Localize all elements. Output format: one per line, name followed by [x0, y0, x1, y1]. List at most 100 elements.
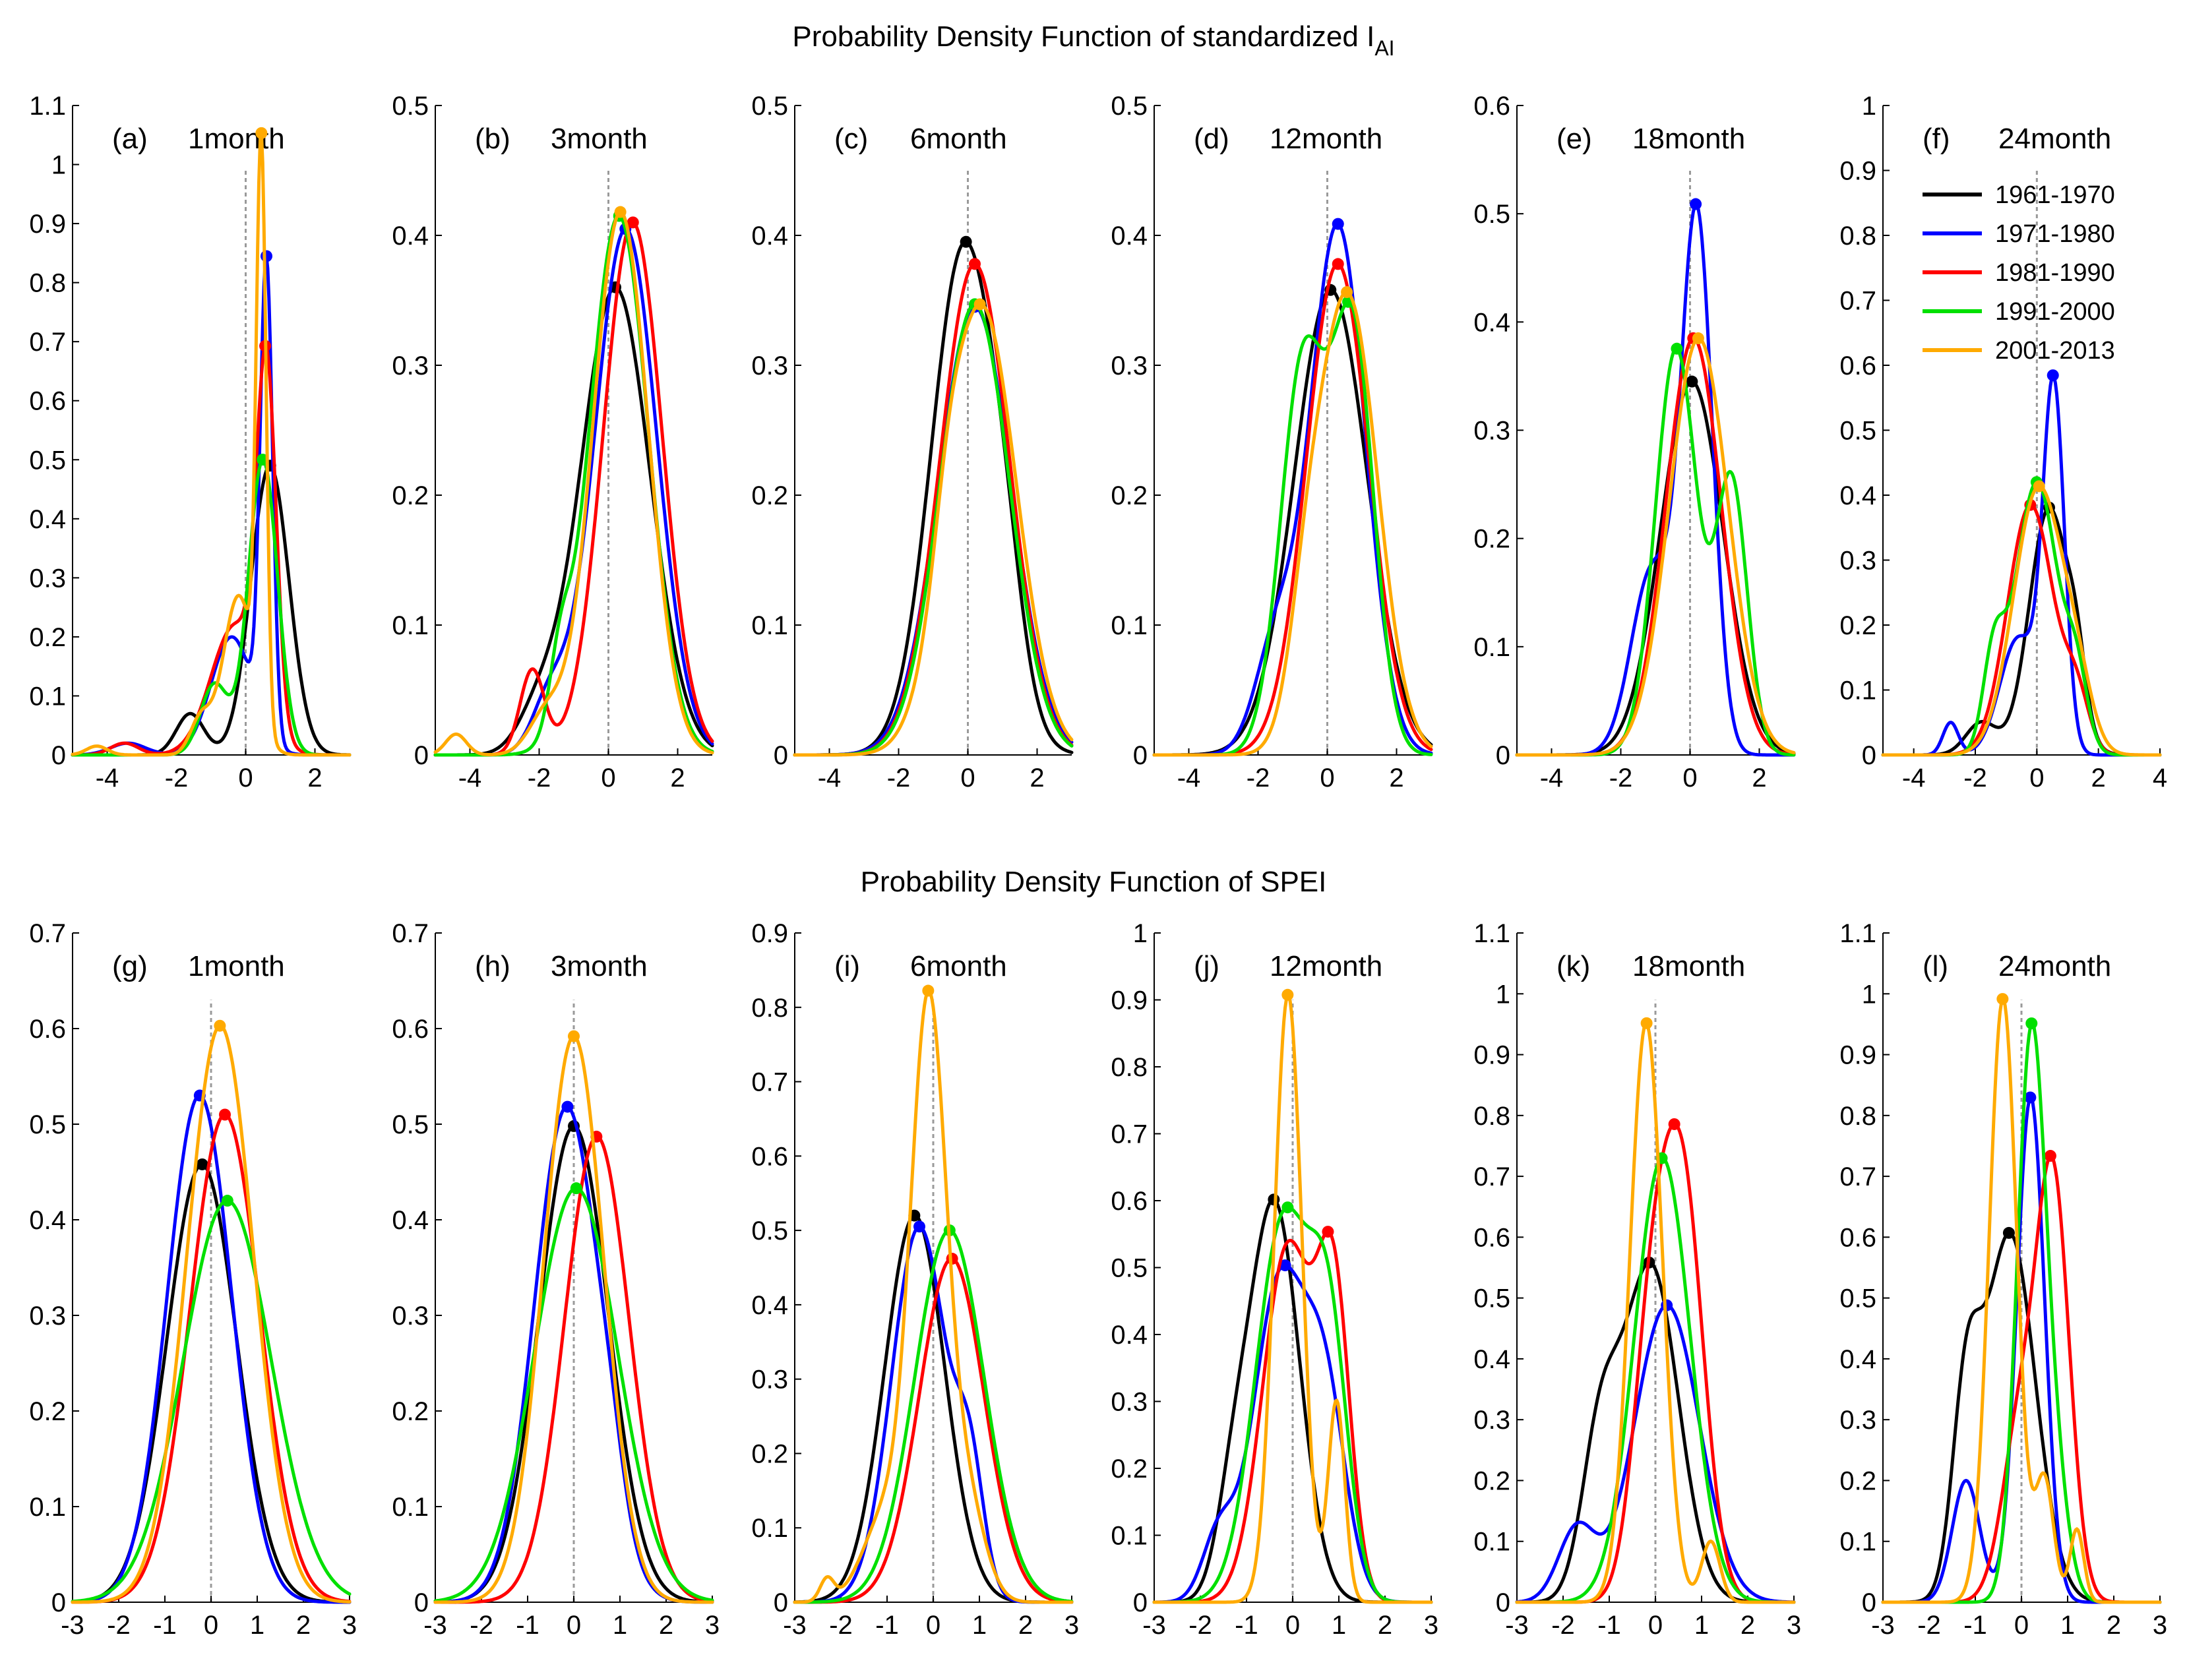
peak-marker-2001-2013: [1281, 988, 1294, 1001]
legend-label: 1961-1970: [1995, 181, 2115, 209]
y-tick-label: 0.4: [392, 222, 429, 251]
y-tick-label: 0.4: [1839, 1345, 1876, 1374]
y-tick-label: 0.1: [392, 611, 429, 640]
y-tick-label: 0.3: [1111, 351, 1148, 380]
peak-marker-1971-1980: [1690, 198, 1702, 210]
y-tick-label: 0.5: [29, 1110, 66, 1139]
y-tick-label: 0.1: [1839, 1528, 1876, 1557]
legend-label: 1991-2000: [1995, 298, 2115, 326]
suptitle-bottom: Probability Density Function of SPEI: [861, 866, 1327, 898]
y-tick-label: 0.7: [1839, 1162, 1876, 1191]
y-tick-label: 0.5: [751, 1216, 788, 1245]
legend-label: 1981-1990: [1995, 259, 2115, 287]
x-tick-label: 2: [1018, 1611, 1033, 1640]
x-tick-label: 0: [1682, 764, 1697, 793]
y-tick-label: 0.1: [1473, 1528, 1510, 1557]
y-tick-label: 0.4: [29, 505, 66, 534]
peak-marker-2001-2013: [568, 1030, 580, 1042]
y-tick-label: 0.7: [1111, 1120, 1148, 1149]
legend-label: 2001-2013: [1995, 337, 2115, 365]
suptitle-top-subscript: AI: [1374, 36, 1394, 60]
peak-marker-1971-1980: [2024, 1091, 2037, 1104]
x-tick-label: -4: [458, 764, 482, 793]
panel-label: (d): [1194, 123, 1229, 155]
y-tick-label: 1: [51, 151, 66, 180]
y-tick-label: 0.6: [1839, 1223, 1876, 1252]
peak-marker-1971-1980: [1332, 218, 1344, 230]
y-tick-label: 0.6: [1473, 1223, 1510, 1252]
curve-2001-2013: [1152, 993, 1433, 1604]
curve-1991-2000: [793, 302, 1074, 757]
panel-title: 3month: [551, 123, 648, 155]
curve-1971-1980: [1515, 1304, 1796, 1604]
curve-2001-2013: [1515, 336, 1796, 757]
x-tick-label: 1: [250, 1611, 264, 1640]
x-tick-label: -2: [829, 1611, 853, 1640]
panels-container: 0 0.1 0.2 0.3 0.4 0.5 0.6 0.7 0.8 0.9 1 1.1 -4 -2 0 2 (a…: [29, 92, 2167, 1640]
panel-label: (f): [1923, 123, 1950, 155]
y-tick-label: 0.1: [1111, 611, 1148, 640]
y-tick-label: 0.3: [392, 1302, 429, 1331]
y-tick-label: 0.4: [1473, 308, 1510, 337]
y-tick-label: 0.7: [1473, 1162, 1510, 1191]
y-tick-label: 0.4: [751, 1291, 788, 1320]
y-tick-label: 0: [1862, 1588, 1876, 1617]
peak-marker-2001-2013: [214, 1019, 226, 1032]
peak-marker-1981-1990: [1322, 1226, 1334, 1238]
y-tick-label: 0: [1133, 1588, 1148, 1617]
panel-title: 3month: [551, 950, 648, 982]
curve-1981-1990: [793, 262, 1074, 757]
x-tick-label: -3: [1142, 1611, 1166, 1640]
y-tick-label: 0.5: [1839, 1284, 1876, 1313]
y-tick-label: 0.1: [1111, 1522, 1148, 1551]
x-tick-label: 1: [972, 1611, 987, 1640]
x-tick-label: -1: [516, 1611, 539, 1640]
curve-1981-1990: [1515, 1122, 1796, 1604]
peak-marker-2001-2013: [922, 984, 935, 997]
y-tick-label: 0.6: [1111, 1187, 1148, 1216]
peak-marker-1961-1970: [196, 1158, 208, 1170]
x-tick-label: -2: [1188, 1611, 1212, 1640]
x-tick-label: 4: [2153, 764, 2167, 793]
peak-marker-1991-2000: [2025, 1017, 2038, 1030]
x-tick-label: -1: [875, 1611, 899, 1640]
y-tick-label: 0.2: [392, 481, 429, 510]
panel-e: 0 0.1 0.2 0.3 0.4 0.5 0.6 -4 -2 0 2 (e) 18month: [1473, 92, 1796, 793]
y-tick-label: 0.3: [29, 564, 66, 593]
y-tick-label: 1.1: [29, 92, 66, 121]
x-tick-label: 3: [1787, 1611, 1801, 1640]
curve-2001-2013: [71, 1024, 352, 1604]
peak-marker-1991-2000: [1281, 1201, 1294, 1214]
panel-k: 0 0.1 0.2 0.3 0.4 0.5 0.6 0.7 0.8 0.9 1 1.1 -3 -2 -1 0 1…: [1473, 919, 1801, 1640]
suptitle-top: Probability Density Function of standard…: [792, 20, 1394, 60]
x-tick-label: -2: [1551, 1611, 1575, 1640]
x-tick-label: 2: [1030, 764, 1044, 793]
peak-marker-2001-2013: [1640, 1017, 1653, 1029]
x-tick-label: -2: [1609, 764, 1633, 793]
curve-2001-2013: [1881, 997, 2162, 1604]
y-tick-label: 0.5: [392, 92, 429, 121]
panel-i: 0 0.1 0.2 0.3 0.4 0.5 0.6 0.7 0.8 0.9 -3 -2 -1 0 1 2 3 (i…: [751, 919, 1079, 1640]
peak-marker-2001-2013: [1692, 332, 1704, 345]
y-tick-label: 0: [1862, 741, 1876, 770]
curve-2001-2013: [1152, 290, 1433, 757]
x-tick-label: 1: [1694, 1611, 1709, 1640]
x-tick-label: 0: [926, 1611, 940, 1640]
y-tick-label: 0.3: [751, 1365, 788, 1395]
x-tick-label: 2: [1752, 764, 1766, 793]
y-tick-label: 0.6: [1473, 92, 1510, 121]
y-tick-label: 0.2: [1473, 525, 1510, 554]
legend-label: 1971-1980: [1995, 220, 2115, 248]
x-tick-label: -3: [61, 1611, 84, 1640]
panel-title: 12month: [1270, 123, 1382, 155]
x-tick-label: 0: [1320, 764, 1334, 793]
peak-marker-1981-1990: [627, 216, 639, 229]
y-tick-label: 0.8: [1839, 222, 1876, 251]
x-tick-label: 1: [613, 1611, 627, 1640]
panel-label: (k): [1556, 950, 1590, 982]
x-tick-label: -2: [470, 1611, 493, 1640]
panel-title: 24month: [1998, 123, 2111, 155]
legend: 1961-1970 1971-1980 1981-1990 1991-2000 2001…: [1923, 181, 2115, 365]
y-tick-label: 0.9: [1839, 157, 1876, 186]
y-tick-label: 0.4: [392, 1206, 429, 1235]
